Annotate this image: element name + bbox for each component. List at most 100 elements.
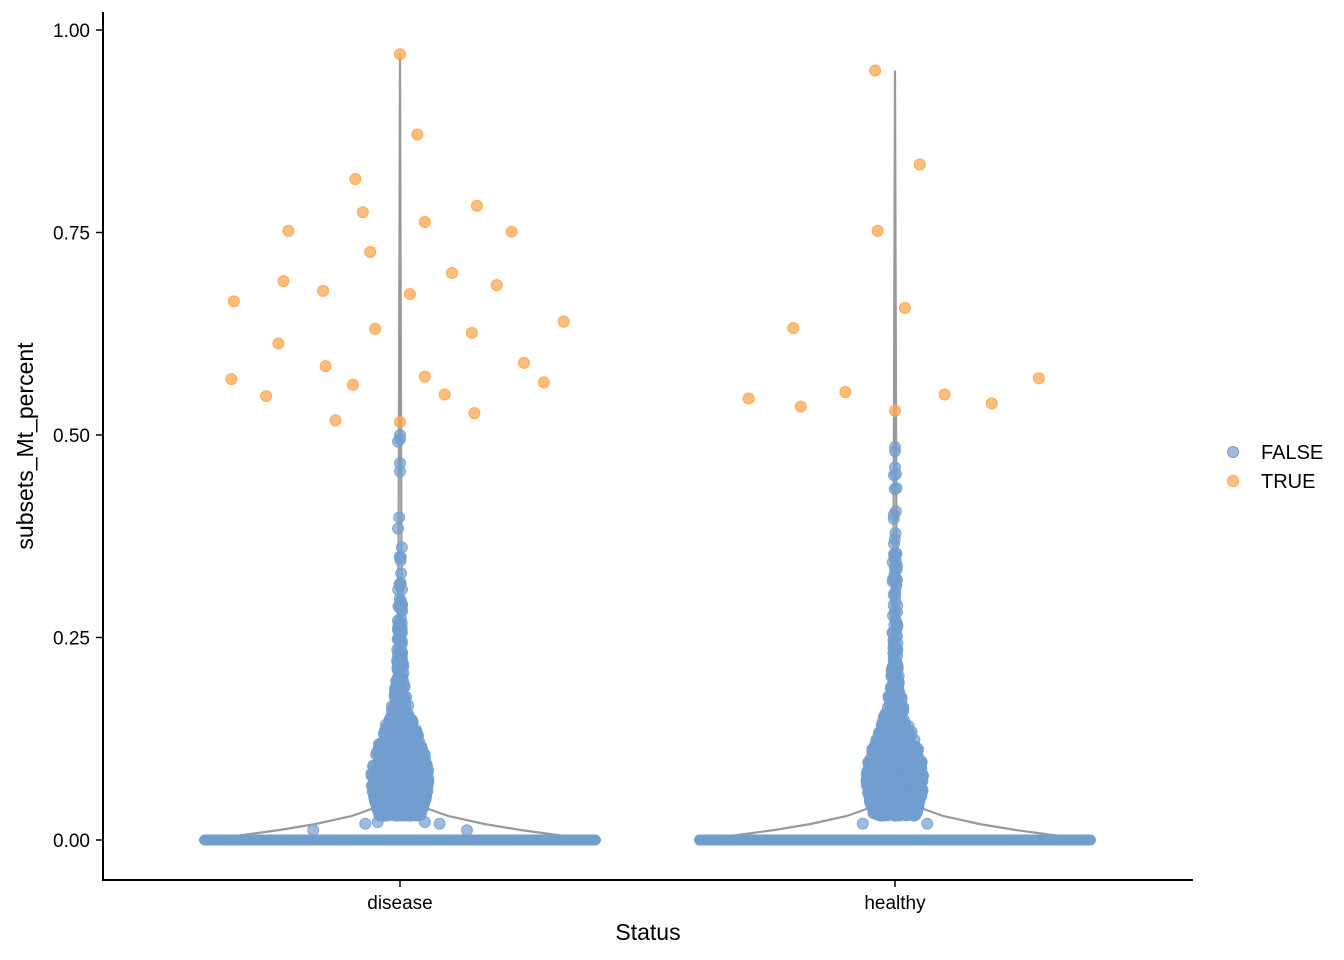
true-point xyxy=(317,284,330,297)
legend-key-true xyxy=(1227,475,1239,487)
false-point xyxy=(410,724,423,737)
true-point xyxy=(225,373,238,386)
false-point xyxy=(418,816,431,829)
true-point xyxy=(346,378,359,391)
false-point xyxy=(921,817,934,830)
false-point xyxy=(897,760,910,773)
false-point xyxy=(371,816,384,829)
y-axis-ticks: 0.00 0.25 0.50 0.75 1.00 xyxy=(53,21,103,852)
false-point xyxy=(402,699,415,712)
false-point xyxy=(392,522,405,535)
true-point xyxy=(470,199,483,212)
true-point xyxy=(411,128,424,141)
false-baseline-band-healthy xyxy=(694,834,1096,846)
false-point xyxy=(908,801,921,814)
false-point xyxy=(393,511,406,524)
violin-disease xyxy=(198,54,602,842)
false-point xyxy=(394,612,407,625)
true-point xyxy=(465,326,478,339)
true-point xyxy=(282,224,295,237)
false-point xyxy=(870,733,883,746)
true-point xyxy=(394,416,406,429)
false-point xyxy=(890,688,903,701)
violin-healthy xyxy=(693,70,1097,842)
true-point xyxy=(1032,372,1045,385)
false-point xyxy=(894,785,907,798)
true-point xyxy=(272,337,285,350)
true-point xyxy=(227,295,240,308)
y-tick-label: 0.75 xyxy=(53,224,90,245)
false-point xyxy=(895,772,908,785)
true-point xyxy=(403,288,416,301)
false-point xyxy=(393,625,406,638)
false-point xyxy=(415,741,428,754)
true-point xyxy=(742,392,755,405)
false-point xyxy=(889,461,901,474)
false-point xyxy=(893,718,906,731)
true-point xyxy=(394,48,406,61)
true-point xyxy=(277,275,290,288)
y-tick-label: 1.00 xyxy=(53,21,90,42)
x-tick-label-healthy: healthy xyxy=(864,893,926,914)
false-point xyxy=(885,773,898,786)
true-point xyxy=(889,404,901,417)
false-point xyxy=(881,718,894,731)
false-point xyxy=(359,817,372,830)
false-point xyxy=(307,824,320,837)
false-point xyxy=(889,445,901,458)
false-point xyxy=(395,567,408,580)
true-point xyxy=(364,245,377,258)
false-point xyxy=(891,637,904,650)
true-point xyxy=(794,400,807,413)
false-point xyxy=(886,556,899,569)
y-tick-label: 0.00 xyxy=(53,831,90,852)
true-point xyxy=(839,386,852,399)
x-tick-label-disease: disease xyxy=(367,893,433,914)
true-point xyxy=(938,388,951,401)
true-point xyxy=(869,64,882,77)
false-point xyxy=(887,626,900,639)
true-point xyxy=(369,322,382,335)
false-point xyxy=(395,541,408,554)
true-point xyxy=(490,279,503,292)
false-point xyxy=(433,817,446,830)
false-point xyxy=(865,767,878,780)
true-point xyxy=(505,225,518,238)
false-point xyxy=(379,740,392,753)
false-point xyxy=(394,671,407,684)
false-point xyxy=(875,801,888,814)
false-point xyxy=(887,512,900,525)
false-point xyxy=(416,760,429,773)
true-point xyxy=(985,397,998,410)
false-point xyxy=(912,785,925,798)
y-axis-title: subsets_Mt_percent xyxy=(12,342,38,550)
true-point xyxy=(537,376,550,389)
false-point xyxy=(369,794,382,807)
true-point xyxy=(260,390,273,403)
true-point xyxy=(349,173,362,186)
legend-label-true: TRUE xyxy=(1261,471,1315,493)
false-point xyxy=(460,824,473,837)
legend-key-false xyxy=(1227,446,1239,458)
x-axis-title: Status xyxy=(615,919,680,945)
y-tick-label: 0.50 xyxy=(53,426,90,447)
false-point xyxy=(417,790,430,803)
true-point xyxy=(418,370,431,383)
false-point xyxy=(886,661,899,674)
false-point xyxy=(391,725,404,738)
false-point xyxy=(907,751,920,764)
false-point xyxy=(397,759,410,772)
false-point xyxy=(392,583,405,596)
false-point xyxy=(374,773,387,786)
false-point xyxy=(394,706,407,719)
false-point xyxy=(394,433,406,446)
false-point xyxy=(889,700,902,713)
false-point xyxy=(870,780,883,793)
false-point xyxy=(888,605,901,618)
false-point xyxy=(889,595,902,608)
true-point xyxy=(871,224,884,237)
true-point xyxy=(329,414,342,427)
false-point xyxy=(915,762,928,775)
false-point xyxy=(386,785,399,798)
